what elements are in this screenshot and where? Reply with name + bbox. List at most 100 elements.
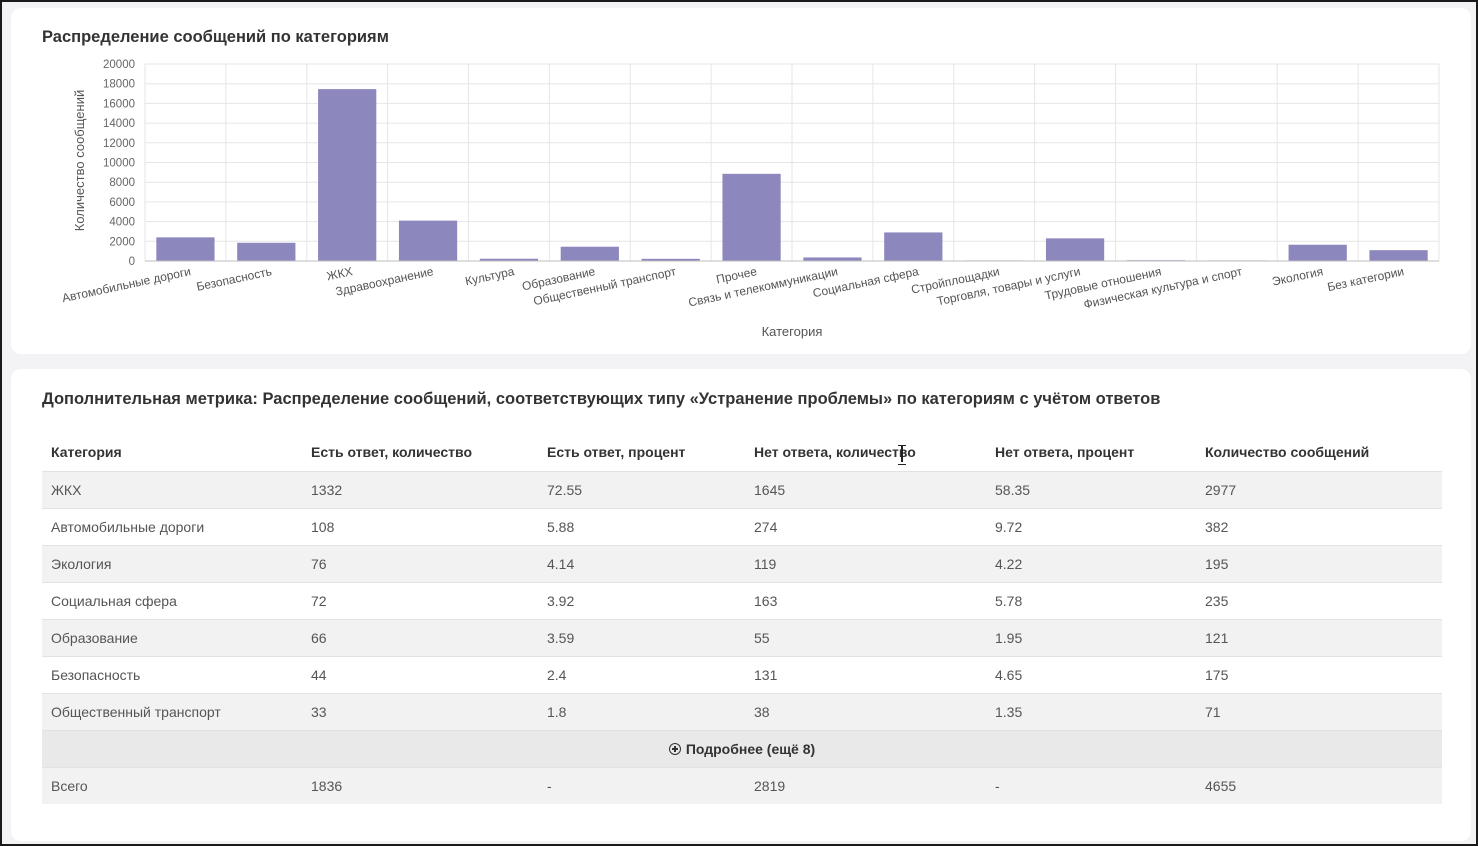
bar-chart: 0 2000 4000 6000 8000 10000 12000 14000 16000 180…	[61, 59, 1440, 339]
table-cell: 382	[1196, 507, 1442, 545]
table-cell: 108	[302, 507, 538, 545]
table-cell: 9.72	[986, 507, 1196, 545]
table-title: Дополнительная метрика: Распределение со…	[42, 390, 1161, 408]
table-cell: 119	[745, 544, 986, 582]
table-cell: Безопасность	[42, 655, 302, 693]
bar	[641, 258, 700, 261]
total-cell: -	[986, 766, 1196, 804]
x-tick-label: Без категории	[1326, 264, 1405, 294]
bar	[1369, 250, 1428, 261]
show-more-row[interactable]: Подробнее (ещё 8)	[42, 729, 1442, 767]
table-cell: 72.55	[538, 470, 745, 508]
total-row: Всего 1836 - 2819 - 4655	[42, 766, 1442, 804]
bar	[318, 89, 377, 262]
table-row: Образование 66 3.59 55 1.95 121	[42, 618, 1442, 656]
y-tick-label: 0	[129, 256, 135, 268]
table-cell: 5.78	[986, 581, 1196, 619]
bar	[884, 232, 943, 261]
y-tick-label: 2000	[109, 236, 135, 248]
table-row: Безопасность 44 2.4 131 4.65 175	[42, 655, 1442, 693]
bar	[560, 246, 619, 261]
table-cell: 121	[1196, 618, 1442, 656]
table-cell: 38	[745, 692, 986, 730]
table-cell: 1.35	[986, 692, 1196, 730]
table-row: Социальная сфера 72 3.92 163 5.78 235	[42, 581, 1442, 619]
y-tick-label: 12000	[103, 138, 135, 150]
table-cell: Образование	[42, 618, 302, 656]
x-tick-label: Автомобильные дороги	[61, 264, 192, 305]
table-cell: 3.92	[538, 581, 745, 619]
y-tick-label: 20000	[103, 59, 135, 71]
bar	[398, 220, 458, 261]
table-cell: 1332	[302, 470, 538, 508]
y-tick-label: 18000	[103, 79, 135, 91]
table-cell: Автомобильные дороги	[42, 507, 302, 545]
table-cell: 1.95	[986, 618, 1196, 656]
table-cell: 1645	[745, 470, 986, 508]
text-cursor-icon	[897, 445, 907, 465]
total-cell: 1836	[302, 766, 538, 804]
total-cell: 4655	[1196, 766, 1442, 804]
table-cell: 274	[745, 507, 986, 545]
y-tick-label: 14000	[103, 118, 135, 130]
col-header[interactable]: Нет ответа, процент	[995, 443, 1135, 460]
table-header-row: Категория Есть ответ, количество Есть от…	[42, 433, 1442, 471]
col-header[interactable]: Нет ответа, количество	[754, 443, 916, 460]
bar	[156, 237, 215, 261]
bar	[1045, 238, 1105, 261]
col-header[interactable]: Количество сообщений	[1205, 443, 1370, 460]
table-cell: 175	[1196, 655, 1442, 693]
table-cell: 1.8	[538, 692, 745, 730]
show-more-button[interactable]: Подробнее (ещё 8)	[42, 729, 1442, 767]
table-cell: 195	[1196, 544, 1442, 582]
x-tick-label: Экология	[1271, 264, 1325, 288]
total-cell: 2819	[745, 766, 986, 804]
table-row: Автомобильные дороги 108 5.88 274 9.72 3…	[42, 507, 1442, 545]
table-cell: 2.4	[538, 655, 745, 693]
table-row: Экология 76 4.14 119 4.22 195	[42, 544, 1442, 582]
table-cell: 33	[302, 692, 538, 730]
table-cell: 131	[745, 655, 986, 693]
table-cell: Общественный транспорт	[42, 692, 302, 730]
total-cell: Всего	[42, 766, 302, 804]
table-cell: 4.22	[986, 544, 1196, 582]
table-row: Общественный транспорт 33 1.8 38 1.35 71	[42, 692, 1442, 730]
table-cell: 235	[1196, 581, 1442, 619]
col-header[interactable]: Категория	[51, 443, 122, 460]
chart-title: Распределение сообщений по категориям	[42, 28, 389, 46]
col-header[interactable]: Есть ответ, процент	[547, 443, 686, 460]
bar	[722, 173, 781, 261]
table-cell: 4.65	[986, 655, 1196, 693]
y-tick-label: 10000	[103, 158, 135, 170]
table-row: ЖКХ 1332 72.55 1645 58.35 2977	[42, 470, 1442, 508]
y-tick-label: 8000	[109, 177, 135, 189]
table-cell: 4.14	[538, 544, 745, 582]
table-card: Дополнительная метрика: Распределение со…	[11, 369, 1471, 841]
y-tick-label: 4000	[109, 217, 135, 229]
y-tick-label: 16000	[103, 98, 135, 110]
y-tick-label: 6000	[109, 197, 135, 209]
bar	[479, 258, 539, 261]
total-cell: -	[538, 766, 745, 804]
table-cell: Экология	[42, 544, 302, 582]
table-cell: ЖКХ	[42, 470, 302, 508]
plus-circle-icon	[668, 742, 681, 755]
metrics-table: Категория Есть ответ, количество Есть от…	[42, 433, 1442, 804]
table-cell: 2977	[1196, 470, 1442, 508]
x-tick-label: Безопасность	[195, 264, 273, 294]
col-header[interactable]: Есть ответ, количество	[311, 443, 473, 460]
table-cell: 66	[302, 618, 538, 656]
x-axis-title: Категория	[762, 324, 823, 339]
show-more-label: Подробнее (ещё 8)	[685, 740, 816, 757]
table-cell: 76	[302, 544, 538, 582]
x-tick-label: Культура	[464, 264, 516, 288]
table-cell: 3.59	[538, 618, 745, 656]
table-cell: 5.88	[538, 507, 745, 545]
x-tick-label: ЖКХ	[325, 264, 353, 283]
table-cell: 58.35	[986, 470, 1196, 508]
table-cell: 44	[302, 655, 538, 693]
table-cell: 72	[302, 581, 538, 619]
table-cell: Социальная сфера	[42, 581, 302, 619]
bar	[803, 257, 862, 261]
